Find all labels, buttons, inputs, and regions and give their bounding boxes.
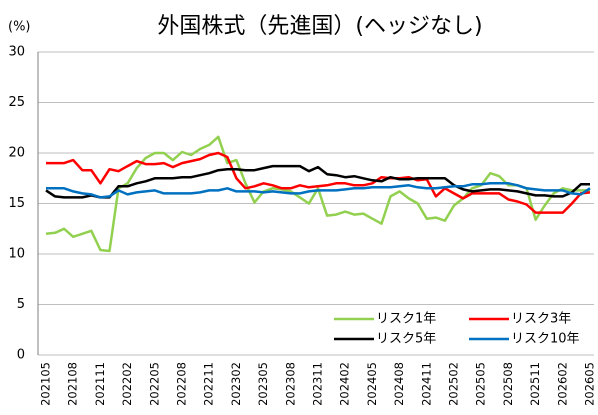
y-tick-label: 0 <box>17 348 25 363</box>
x-tick-label: 202505 <box>474 362 488 406</box>
x-tick-label: 202108 <box>66 362 80 406</box>
series-line <box>46 151 591 214</box>
legend-label: リスク3年 <box>511 312 571 327</box>
series-line <box>45 164 590 199</box>
x-tick-label: 202208 <box>175 362 189 406</box>
x-tick-label: 202205 <box>147 362 161 406</box>
x-tick-label: 202305 <box>256 362 270 406</box>
series-line <box>46 182 591 199</box>
x-tick-label: 202308 <box>283 362 297 406</box>
x-tick-label: 202311 <box>311 362 325 406</box>
legend-label: リスク5年 <box>376 332 436 347</box>
x-tick-label: 202402 <box>338 362 352 406</box>
chart-title: 外国株式（先進国）(ヘッジなし) <box>157 14 482 39</box>
x-tick-label: 202105 <box>39 362 53 406</box>
x-tick-label: 202605 <box>583 362 597 406</box>
y-tick-label: 30 <box>8 45 25 60</box>
legend-box <box>330 308 588 350</box>
legend-label: リスク1年 <box>376 312 436 327</box>
x-tick-label: 202411 <box>419 362 433 406</box>
x-tick-label: 202602 <box>555 362 569 406</box>
x-tick-label: 202111 <box>93 362 107 406</box>
x-tick-label: 202202 <box>120 362 134 406</box>
x-tick-label: 202508 <box>501 362 515 406</box>
y-tick-label: 20 <box>8 146 25 161</box>
x-tick-label: 202211 <box>202 362 216 406</box>
x-tick-label: 202408 <box>392 362 406 406</box>
y-tick-label: 15 <box>8 196 25 211</box>
x-tick-label: 202502 <box>447 362 461 406</box>
x-tick-label: 202302 <box>229 362 243 406</box>
x-tick-label: 202511 <box>528 362 542 406</box>
y-tick-label: 25 <box>8 95 25 110</box>
series-line <box>45 135 590 253</box>
legend-label: リスク10年 <box>511 332 580 347</box>
y-axis-label: (%) <box>8 20 31 35</box>
y-tick-label: 10 <box>8 247 25 262</box>
y-tick-label: 5 <box>17 297 25 312</box>
x-tick-label: 202405 <box>365 362 379 406</box>
